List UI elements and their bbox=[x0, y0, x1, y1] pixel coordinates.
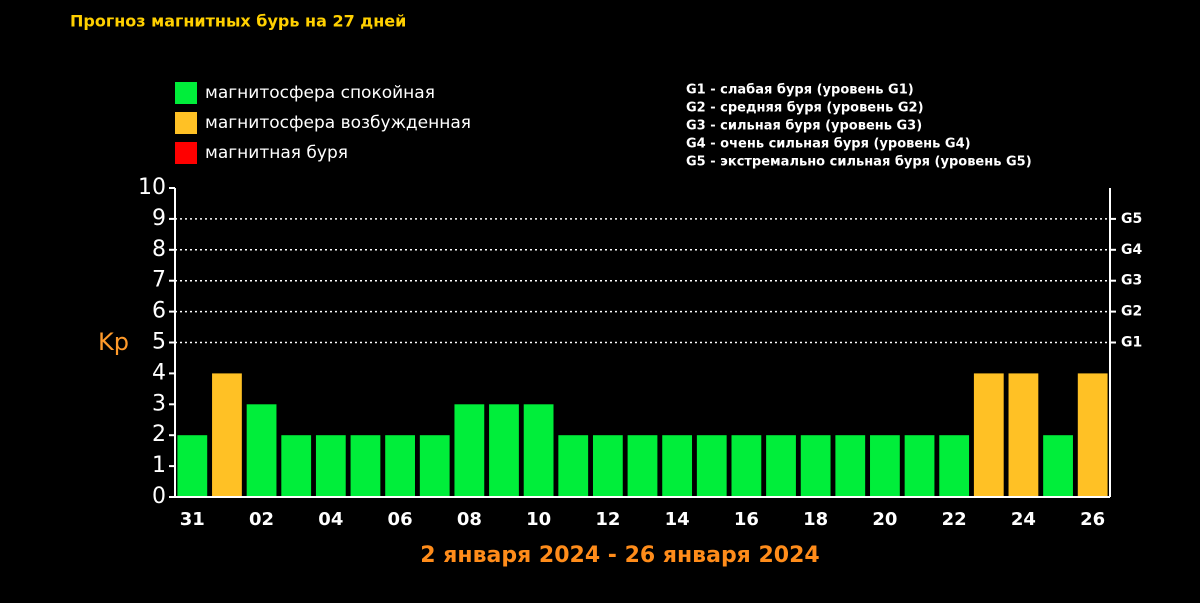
x-tick-label: 02 bbox=[249, 509, 274, 530]
level-legend: G5 - экстремально сильная буря (уровень … bbox=[686, 155, 1032, 170]
y2-tick-label: G2 bbox=[1121, 304, 1142, 320]
y-tick-label: 6 bbox=[152, 299, 166, 324]
bar bbox=[870, 435, 900, 497]
y-tick-label: 3 bbox=[152, 391, 166, 416]
legend-swatch bbox=[175, 142, 197, 164]
x-tick-label: 24 bbox=[1011, 509, 1036, 530]
y2-tick-label: G1 bbox=[1121, 335, 1142, 351]
x-tick-label: 10 bbox=[526, 509, 551, 530]
y-tick-label: 9 bbox=[152, 206, 166, 231]
bar bbox=[731, 435, 762, 497]
x-tick-label: 31 bbox=[180, 509, 205, 530]
bar bbox=[1008, 373, 1039, 497]
chart-title: Прогноз магнитных бурь на 27 дней bbox=[70, 12, 406, 31]
y-tick-label: 10 bbox=[138, 175, 166, 200]
x-axis-label: 2 января 2024 - 26 января 2024 bbox=[420, 543, 819, 568]
bar bbox=[973, 373, 1004, 497]
bar bbox=[419, 435, 450, 497]
bar bbox=[1077, 373, 1108, 497]
y2-tick-label: G3 bbox=[1121, 273, 1142, 289]
legend-label: магнитосфера возбужденная bbox=[205, 113, 471, 133]
x-tick-label: 08 bbox=[457, 509, 482, 530]
x-tick-label: 22 bbox=[942, 509, 967, 530]
y-axis-label: Kp bbox=[98, 328, 129, 356]
y-tick-label: 1 bbox=[152, 453, 166, 478]
y-tick-label: 7 bbox=[152, 268, 166, 293]
y-tick-label: 0 bbox=[152, 484, 166, 509]
x-tick-label: 26 bbox=[1080, 509, 1105, 530]
bar bbox=[800, 435, 831, 497]
level-legend: G3 - сильная буря (уровень G3) bbox=[686, 119, 922, 134]
bar bbox=[662, 435, 693, 497]
bar bbox=[315, 435, 346, 497]
bar bbox=[1043, 435, 1073, 497]
x-tick-label: 14 bbox=[665, 509, 690, 530]
bar bbox=[523, 404, 554, 497]
bar bbox=[835, 435, 866, 497]
legend-swatch bbox=[175, 82, 197, 104]
y-tick-label: 2 bbox=[152, 422, 166, 447]
y-tick-label: 4 bbox=[152, 360, 166, 385]
y-tick-label: 8 bbox=[152, 237, 166, 262]
bar bbox=[281, 435, 312, 497]
x-tick-label: 16 bbox=[734, 509, 759, 530]
y2-tick-label: G4 bbox=[1121, 242, 1142, 258]
legend-label: магнитная буря bbox=[205, 143, 348, 163]
bar bbox=[627, 435, 658, 497]
bar bbox=[696, 435, 727, 497]
bar bbox=[766, 435, 796, 497]
bar bbox=[558, 435, 589, 497]
legend-swatch bbox=[175, 112, 197, 134]
bar bbox=[904, 435, 935, 497]
bar bbox=[385, 435, 415, 497]
bar bbox=[177, 435, 208, 497]
bar bbox=[489, 404, 519, 497]
x-tick-label: 04 bbox=[318, 509, 343, 530]
bar bbox=[939, 435, 970, 497]
bar bbox=[212, 373, 242, 497]
y-tick-label: 5 bbox=[152, 330, 166, 355]
x-tick-label: 18 bbox=[803, 509, 828, 530]
x-tick-label: 12 bbox=[595, 509, 620, 530]
legend-label: магнитосфера спокойная bbox=[205, 83, 435, 103]
bar bbox=[246, 404, 277, 497]
level-legend: G1 - слабая буря (уровень G1) bbox=[686, 83, 914, 98]
level-legend: G2 - средняя буря (уровень G2) bbox=[686, 101, 924, 116]
bar bbox=[592, 435, 623, 497]
y2-tick-label: G5 bbox=[1121, 211, 1142, 227]
level-legend: G4 - очень сильная буря (уровень G4) bbox=[686, 137, 971, 152]
x-tick-label: 06 bbox=[388, 509, 413, 530]
bar bbox=[454, 404, 485, 497]
x-tick-label: 20 bbox=[872, 509, 897, 530]
bar bbox=[350, 435, 381, 497]
